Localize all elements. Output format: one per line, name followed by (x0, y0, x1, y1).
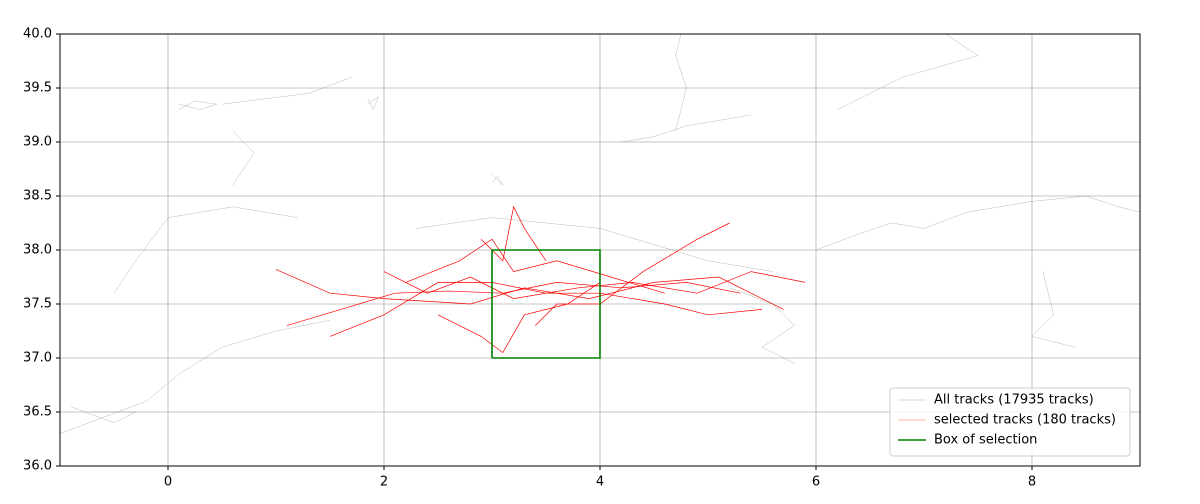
y-tick-label: 39.5 (23, 81, 52, 96)
plot-frame (59, 33, 1141, 467)
y-tick-label: 38.5 (23, 189, 52, 204)
x-tick-label: 4 (596, 475, 604, 490)
y-tick-label: 36.0 (23, 459, 52, 474)
track (437, 282, 601, 354)
track (405, 238, 665, 294)
x-tick-label: 8 (1028, 475, 1036, 490)
track (275, 269, 784, 310)
track (837, 34, 979, 110)
track (383, 271, 806, 299)
x-tick-label: 2 (380, 475, 388, 490)
x-tick-label: 6 (812, 475, 820, 490)
legend-box (889, 387, 1131, 457)
track (416, 217, 773, 272)
track (815, 195, 1140, 251)
track (70, 406, 136, 424)
y-tick-label: 36.5 (23, 405, 52, 420)
track (221, 76, 352, 105)
y-tick-label: 37.0 (23, 351, 52, 366)
track (621, 114, 752, 143)
track (113, 206, 298, 294)
track (1031, 271, 1076, 348)
track (491, 249, 601, 359)
x-tick-label: 0 (164, 475, 172, 490)
legend-label: Box of selection (934, 433, 1037, 448)
track (480, 205, 547, 262)
track (232, 131, 255, 186)
track (491, 174, 504, 186)
track (60, 319, 331, 434)
track (675, 34, 687, 132)
track (367, 95, 380, 111)
track (729, 287, 795, 364)
track (534, 222, 730, 326)
track (178, 100, 217, 110)
y-tick-label: 38.0 (23, 243, 52, 258)
y-tick-label: 39.0 (23, 135, 52, 150)
y-tick-label: 37.5 (23, 297, 52, 312)
legend-label: All tracks (17935 tracks) (934, 393, 1094, 408)
legend-label: selected tracks (180 tracks) (934, 413, 1116, 428)
y-tick-label: 40.0 (23, 27, 52, 42)
